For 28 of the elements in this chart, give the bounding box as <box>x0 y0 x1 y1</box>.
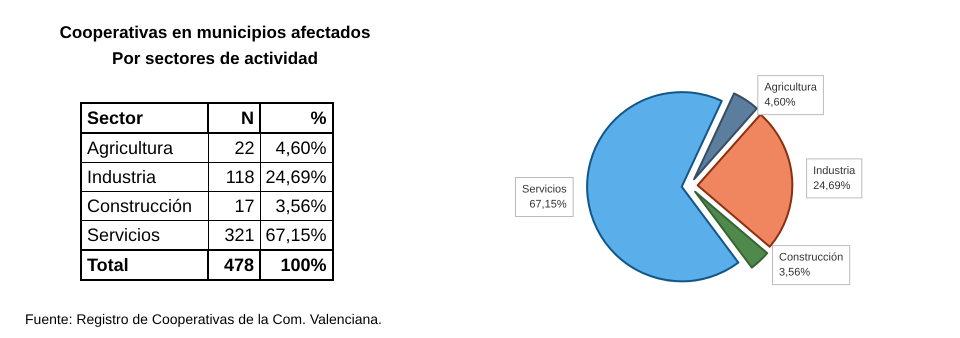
text: 22 <box>208 133 260 162</box>
source-note: Fuente: Registro de Cooperativas de la Com. Valenciana. <box>25 311 382 327</box>
data-label: 67,15% <box>529 198 567 211</box>
slice-label: Industria <box>813 164 856 177</box>
category-label: Servicios <box>87 224 160 244</box>
text: 3,56% <box>276 196 327 216</box>
text: 100% <box>280 254 327 274</box>
data-label: 24,69% <box>813 180 851 192</box>
slice-label: Construcción <box>778 252 844 264</box>
text: Total <box>81 250 208 280</box>
category-label: Construcción <box>87 196 192 216</box>
text: 24,69% <box>266 166 327 186</box>
slice-label: Servicios <box>522 184 568 196</box>
text: N <box>208 103 260 133</box>
data-label: 4,60% <box>764 96 796 109</box>
category-label: Agricultura <box>87 138 174 158</box>
text: 478 <box>224 254 254 274</box>
data-label: 3,56% <box>778 266 810 279</box>
text: 17 <box>208 192 260 220</box>
category-label: Industria <box>87 166 156 186</box>
text: 321 <box>208 220 260 250</box>
text: 118 <box>208 162 260 192</box>
text: Sector <box>81 103 208 133</box>
text: 67,15% <box>266 224 327 244</box>
slice-label: Agricultura <box>764 82 818 94</box>
text: % <box>260 103 333 133</box>
text: 4,60% <box>276 138 327 158</box>
text: Cooperativas en municipios afectados Por sectores de actividad <box>58 22 372 70</box>
